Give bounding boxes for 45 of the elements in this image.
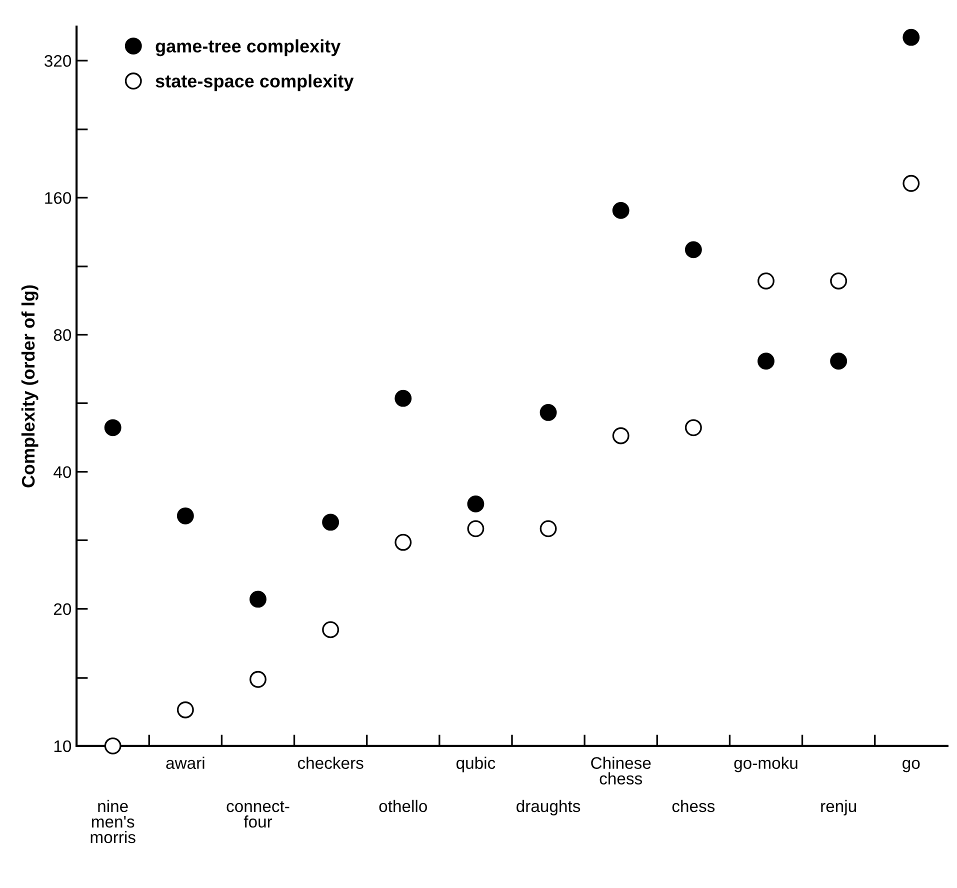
x-tick-label: go-moku bbox=[734, 756, 798, 772]
point bbox=[104, 737, 122, 754]
point bbox=[322, 514, 340, 531]
point bbox=[612, 427, 630, 444]
y-tick-label: 20 bbox=[54, 603, 72, 616]
legend-label: state-space complexity bbox=[156, 74, 354, 92]
x-tick-label: Chinese chess bbox=[591, 756, 651, 784]
x-tick-label: awari bbox=[166, 756, 204, 769]
x-tick-label: qubic bbox=[456, 756, 496, 772]
x-tick-label: othello bbox=[379, 800, 427, 812]
y-tick-label: 40 bbox=[54, 466, 72, 478]
x-tick-label: connect- four bbox=[226, 801, 290, 828]
point bbox=[104, 419, 122, 436]
point bbox=[758, 352, 774, 370]
x-tick-label: nine men's morris bbox=[90, 800, 136, 844]
point bbox=[540, 404, 557, 421]
point bbox=[684, 241, 702, 258]
point bbox=[176, 507, 194, 524]
y-tick-label: 320 bbox=[44, 55, 72, 67]
point bbox=[250, 670, 266, 688]
point bbox=[902, 28, 920, 46]
point bbox=[467, 495, 484, 512]
x-tick-label: chess bbox=[672, 800, 715, 812]
x-tick-label: go bbox=[902, 760, 920, 772]
x-tick-label: renju bbox=[821, 800, 856, 816]
point bbox=[250, 590, 266, 608]
legend-label: game-tree complexity bbox=[156, 39, 341, 56]
point bbox=[176, 701, 194, 718]
point bbox=[467, 520, 484, 538]
point bbox=[394, 390, 412, 407]
point bbox=[830, 272, 848, 290]
point bbox=[394, 534, 412, 551]
x-tick-label: draughts bbox=[516, 800, 580, 816]
x-tick-label: checkers bbox=[298, 756, 364, 769]
y-axis-title: Complexity (order of lg) bbox=[21, 285, 38, 488]
point bbox=[540, 520, 557, 538]
point bbox=[612, 202, 630, 219]
point bbox=[322, 621, 340, 638]
point bbox=[902, 174, 920, 192]
point bbox=[830, 352, 848, 370]
y-tick-label: 10 bbox=[54, 740, 72, 752]
point bbox=[758, 272, 774, 290]
y-tick-label: 80 bbox=[54, 329, 72, 341]
point bbox=[684, 419, 702, 436]
y-tick-label: 160 bbox=[45, 192, 72, 204]
